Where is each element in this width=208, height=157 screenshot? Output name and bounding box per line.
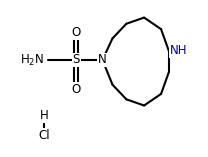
Text: O: O <box>72 83 81 96</box>
Text: S: S <box>73 54 80 67</box>
Text: N: N <box>98 54 107 67</box>
Text: H: H <box>40 109 48 122</box>
Text: O: O <box>72 26 81 39</box>
Text: H$_2$N: H$_2$N <box>20 52 45 68</box>
Text: Cl: Cl <box>38 129 50 142</box>
Text: NH: NH <box>170 44 188 57</box>
